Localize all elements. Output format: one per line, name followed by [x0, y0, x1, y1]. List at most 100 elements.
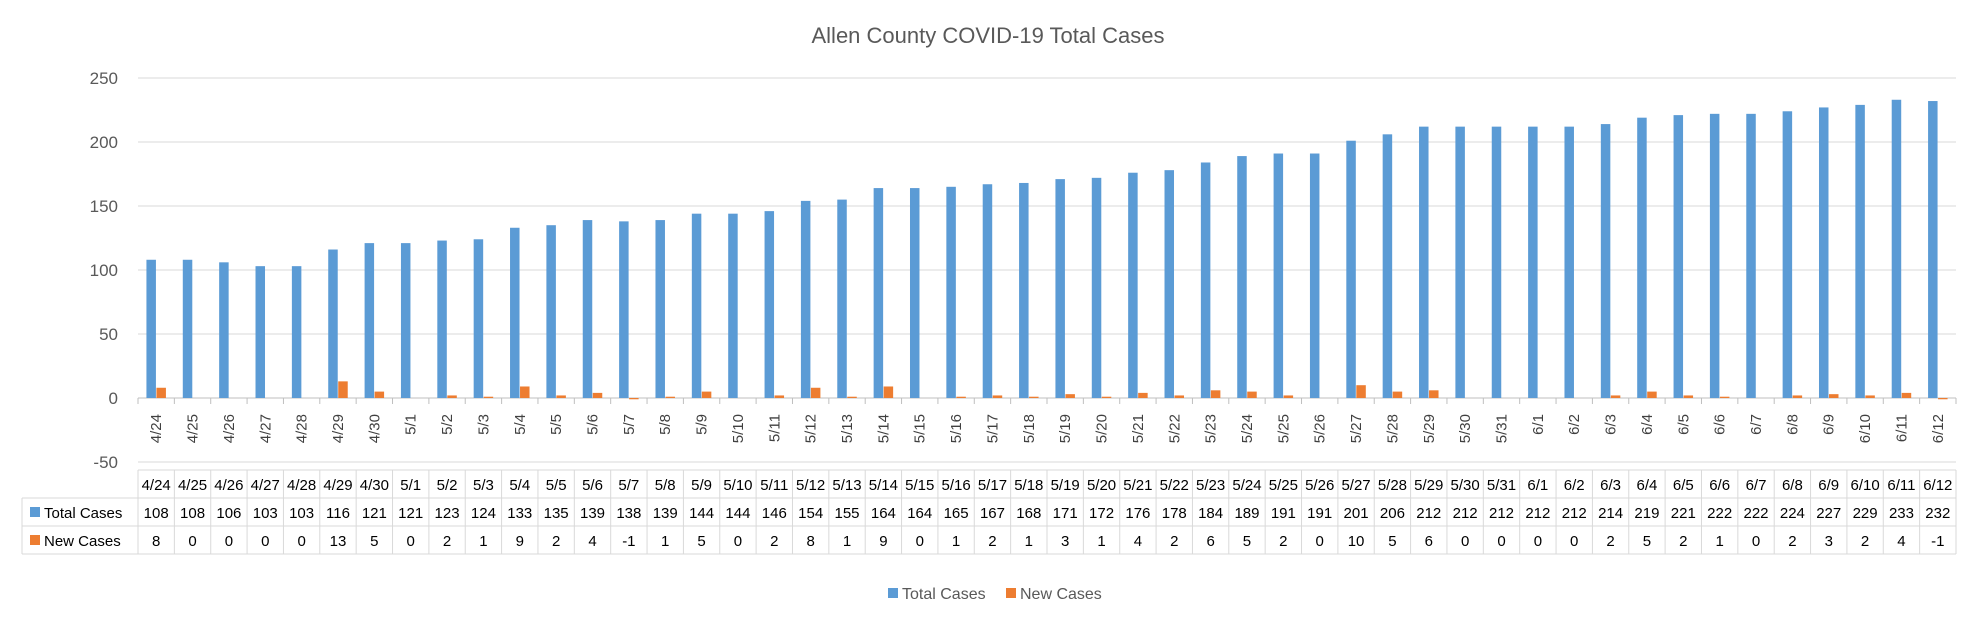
table-category-label: 6/3 — [1600, 477, 1621, 494]
data-table: 4/24 4/25 4/26 4/27 4/28 4/29 4/30 5/1 5/2 5/3 5/4… — [21, 469, 1957, 555]
table-value: 0 — [1752, 533, 1760, 550]
legend-swatch — [888, 588, 898, 598]
table-value: 171 — [1053, 505, 1078, 522]
total-cases-bar — [437, 240, 447, 398]
table-value: 2 — [1170, 533, 1178, 550]
gridlines — [138, 77, 1956, 463]
new-cases-bar — [1647, 391, 1657, 398]
y-tick-label: 50 — [99, 325, 118, 344]
table-value: 0 — [225, 533, 233, 550]
new-cases-bar — [1901, 392, 1912, 398]
new-cases-bar — [992, 395, 1003, 398]
table-category-label: 4/24 — [142, 477, 171, 494]
new-cases-bar — [701, 391, 712, 398]
table-value: 9 — [516, 533, 524, 550]
total-cases-bar — [582, 220, 593, 398]
table-value: 155 — [835, 505, 860, 522]
new-cases-bar — [1719, 396, 1730, 398]
table-value: 221 — [1671, 505, 1696, 522]
table-category-label: 5/27 — [1341, 477, 1370, 494]
x-tick-label: 6/4 — [1639, 414, 1656, 435]
x-tick-label: 6/12 — [1930, 414, 1947, 443]
x-tick-label: 6/3 — [1603, 414, 1620, 435]
x-tick-label: 5/26 — [1312, 414, 1329, 443]
table-category-label: 4/30 — [360, 477, 389, 494]
legend: Total Cases New Cases — [888, 586, 1102, 603]
total-cases-bar — [946, 186, 956, 398]
table-value: 0 — [1570, 533, 1578, 550]
x-tick-label: 5/20 — [1094, 414, 1111, 443]
total-cases-bar — [1128, 172, 1138, 398]
table-category-label: 5/3 — [473, 477, 494, 494]
x-tick-label: 6/2 — [1566, 414, 1583, 435]
new-cases-bar — [1283, 395, 1294, 398]
x-tick-label: 6/5 — [1675, 414, 1692, 435]
total-cases-bar — [1419, 126, 1429, 398]
table-category-label: 5/10 — [723, 477, 752, 494]
total-cases-bar — [364, 243, 375, 398]
table-value: 3 — [1825, 533, 1833, 550]
x-tick-label: 6/1 — [1530, 414, 1547, 435]
table-category-label: 5/19 — [1051, 477, 1080, 494]
x-tick-label: 5/16 — [948, 414, 965, 443]
total-cases-bar — [400, 243, 411, 398]
y-tick-label: 150 — [90, 197, 118, 216]
new-cases-bar — [556, 395, 566, 398]
table-category-label: 5/11 — [760, 477, 788, 494]
table-value: 121 — [362, 505, 387, 522]
total-cases-bar — [255, 266, 266, 398]
new-cases-bar — [338, 381, 348, 398]
table-value: 3 — [1061, 533, 1069, 550]
total-cases-bar — [1273, 153, 1284, 398]
x-tick-label: 5/13 — [839, 414, 856, 443]
table-value: 168 — [1016, 505, 1041, 522]
table-value: 212 — [1416, 505, 1441, 522]
new-cases-bar — [483, 396, 494, 398]
table-category-label: 5/7 — [618, 477, 639, 494]
table-value: 1 — [661, 533, 669, 550]
x-tick-label: 5/4 — [512, 414, 529, 435]
x-tick-label: 5/19 — [1057, 414, 1074, 443]
table-value: 0 — [188, 533, 196, 550]
x-axis-ticks: 4/24 4/25 4/26 4/27 4/28 4/29 4/30 5/1 5/2 5/3 5/4… — [137, 398, 1957, 443]
x-tick-label: 5/1 — [403, 414, 420, 435]
new-cases-bar — [1392, 391, 1403, 398]
new-cases-bar — [1429, 390, 1439, 398]
total-cases-bar — [1928, 101, 1938, 398]
table-value: 233 — [1889, 505, 1914, 522]
table-category-label: 5/4 — [509, 477, 530, 494]
new-cases-bar — [810, 387, 821, 398]
new-cases-bar — [1865, 395, 1875, 398]
table-value: -1 — [622, 533, 635, 550]
table-series-key — [30, 535, 40, 545]
new-cases-bar — [1174, 395, 1185, 398]
table-category-label: 5/31 — [1487, 477, 1516, 494]
new-cases-bar — [1610, 395, 1621, 398]
total-cases-bar — [873, 188, 884, 398]
table-value: 172 — [1089, 505, 1114, 522]
table-value: 124 — [471, 505, 496, 522]
table-value: 176 — [1125, 505, 1150, 522]
x-tick-label: 4/26 — [221, 414, 238, 443]
total-cases-bar — [219, 262, 229, 398]
x-tick-label: 5/9 — [694, 414, 711, 435]
table-value: 1 — [1097, 533, 1105, 550]
table-value: 1 — [843, 533, 851, 550]
y-tick-label: 250 — [90, 69, 118, 88]
new-cases-bar — [1029, 396, 1039, 398]
bars — [146, 99, 1948, 400]
table-series-key — [30, 507, 40, 517]
table-value: 212 — [1562, 505, 1587, 522]
table-value: 2 — [988, 533, 996, 550]
x-tick-label: 5/15 — [912, 414, 929, 443]
legend-label: Total Cases — [902, 586, 986, 603]
x-tick-label: 5/27 — [1348, 414, 1365, 443]
x-tick-label: 6/10 — [1857, 414, 1874, 443]
y-tick-label: 100 — [90, 261, 118, 280]
total-cases-bar — [1637, 117, 1647, 399]
table-category-label: 5/13 — [832, 477, 861, 494]
total-cases-bar — [1382, 134, 1393, 398]
table-category-label: 6/7 — [1746, 477, 1767, 494]
